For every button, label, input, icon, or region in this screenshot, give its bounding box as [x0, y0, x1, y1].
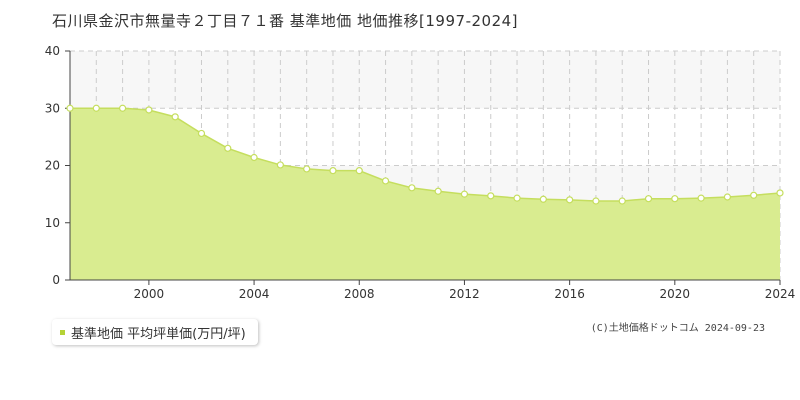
copyright-text: (C)土地価格ドットコム 2024-09-23	[590, 323, 765, 334]
data-point	[145, 106, 153, 114]
chart-series	[70, 107, 781, 280]
data-point	[750, 191, 758, 199]
data-point	[776, 189, 784, 197]
data-point	[592, 197, 600, 205]
legend-marker-icon	[60, 329, 65, 335]
x-tick-label: 2020	[660, 287, 691, 301]
data-point	[381, 177, 390, 185]
data-point	[460, 190, 469, 198]
x-tick-label: 2016	[554, 287, 585, 301]
data-point	[513, 194, 521, 202]
data-point	[618, 197, 626, 205]
chart-markers	[66, 104, 784, 205]
data-point	[355, 167, 363, 175]
data-point	[92, 104, 100, 112]
data-point	[197, 129, 206, 138]
chart-title: 石川県金沢市無量寺２丁目７１番 基準地価 地価推移[1997-2024]	[52, 12, 519, 30]
data-point	[171, 113, 179, 121]
y-tick-label: 40	[45, 44, 60, 58]
data-point	[276, 161, 284, 169]
grid-band	[70, 51, 780, 109]
data-point	[566, 196, 574, 204]
y-tick-label: 0	[52, 273, 60, 287]
legend[interactable]: 基準地価 平均坪単価(万円/坪)	[52, 319, 258, 345]
data-point	[66, 104, 74, 112]
y-tick-label: 20	[45, 159, 60, 173]
series-area	[70, 108, 780, 280]
data-point	[303, 165, 311, 173]
series-line	[70, 107, 781, 202]
x-tick-label: 2004	[239, 287, 270, 301]
data-point	[539, 195, 547, 203]
data-point	[329, 167, 337, 175]
data-point	[118, 104, 127, 112]
chart-axes	[65, 50, 781, 285]
y-tick-label: 10	[45, 216, 60, 230]
y-tick-label: 30	[45, 101, 60, 115]
data-point	[224, 144, 232, 152]
data-point	[487, 192, 495, 200]
data-point	[671, 195, 679, 203]
data-point	[408, 184, 416, 192]
data-point	[644, 195, 653, 203]
x-tick-label: 2000	[134, 287, 165, 301]
x-tick-label: 2024	[765, 287, 796, 301]
data-point	[697, 194, 705, 202]
chart-tick-labels: 0 10 20 30 40 2000 2004 2008 2012 2016 2020 2024	[45, 44, 796, 301]
legend-label: 基準地価 平均坪単価(万円/坪)	[71, 326, 246, 342]
data-point	[250, 153, 258, 162]
x-tick-label: 2008	[344, 287, 375, 301]
data-point	[723, 193, 732, 201]
x-tick-label: 2012	[449, 287, 480, 301]
data-point	[434, 187, 442, 195]
